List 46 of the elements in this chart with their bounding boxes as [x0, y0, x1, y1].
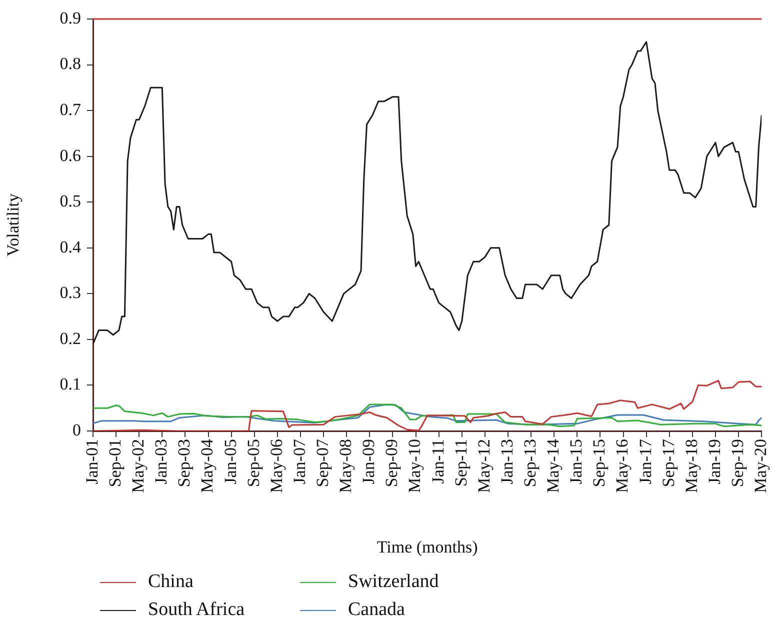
y-tick-label: 0.7: [60, 100, 82, 120]
legend-label: China: [148, 571, 194, 593]
x-tick-label: Sep-09: [382, 439, 402, 488]
x-axis-title: Time (months): [376, 537, 478, 556]
y-tick-label: 0.2: [60, 328, 81, 348]
y-tick-label: 0.4: [60, 237, 82, 256]
y-tick-label: 0.1: [60, 374, 81, 394]
legend-label: Switzerland: [348, 571, 439, 593]
x-tick-label: Sep-15: [590, 439, 609, 488]
y-tick-label: 0: [72, 420, 81, 440]
x-tick-label: Sep-01: [106, 439, 125, 488]
x-tick-label: May-04: [198, 438, 217, 493]
y-axis-title: Volatility: [4, 193, 23, 256]
x-tick-label: May-08: [336, 439, 356, 493]
x-tick-label: Sep-11: [451, 439, 470, 487]
x-tick-label: May-12: [474, 439, 494, 493]
x-tick-label: Sep-03: [174, 439, 194, 488]
x-tick-label: Jan-01: [82, 439, 102, 484]
x-tick-label: Jan-13: [497, 439, 516, 484]
x-tick-label: Jan-03: [152, 439, 171, 484]
x-tick-label: Jan-05: [220, 439, 240, 484]
legend-label: South Africa: [148, 599, 245, 621]
y-tick-label: 0.8: [60, 54, 81, 74]
x-tick-label: Sep-17: [658, 438, 678, 488]
x-tick-label: Sep-19: [728, 439, 748, 488]
x-tick-label: Sep-05: [244, 439, 263, 488]
y-tick-label: 0.5: [60, 192, 81, 211]
x-tick-label: May-18: [682, 439, 701, 493]
x-tick-label: May-02: [128, 439, 148, 493]
x-tick-label: Jan-09: [359, 439, 378, 484]
x-tick-label: Jan-19: [704, 439, 724, 484]
x-tick-label: May-20: [751, 439, 770, 493]
x-tick-label: May-14: [544, 438, 563, 493]
x-tick-label: May-16: [612, 439, 632, 493]
x-tick-label: Jan-11: [428, 439, 448, 484]
x-tick-label: Sep-13: [520, 439, 540, 488]
x-tick-label: Jan-15: [566, 439, 586, 484]
x-tick-label: Sep-07: [313, 438, 332, 488]
legend-label: Canada: [348, 599, 405, 621]
y-tick-label: 0.9: [60, 8, 81, 28]
y-tick-label: 0.3: [60, 283, 81, 302]
x-tick-label: Jan-07: [290, 438, 309, 484]
x-tick-label: May-10: [405, 439, 424, 493]
x-tick-label: May-06: [266, 439, 286, 493]
y-tick-label: 0.6: [60, 146, 81, 165]
x-tick-label: Jan-17: [636, 438, 655, 484]
